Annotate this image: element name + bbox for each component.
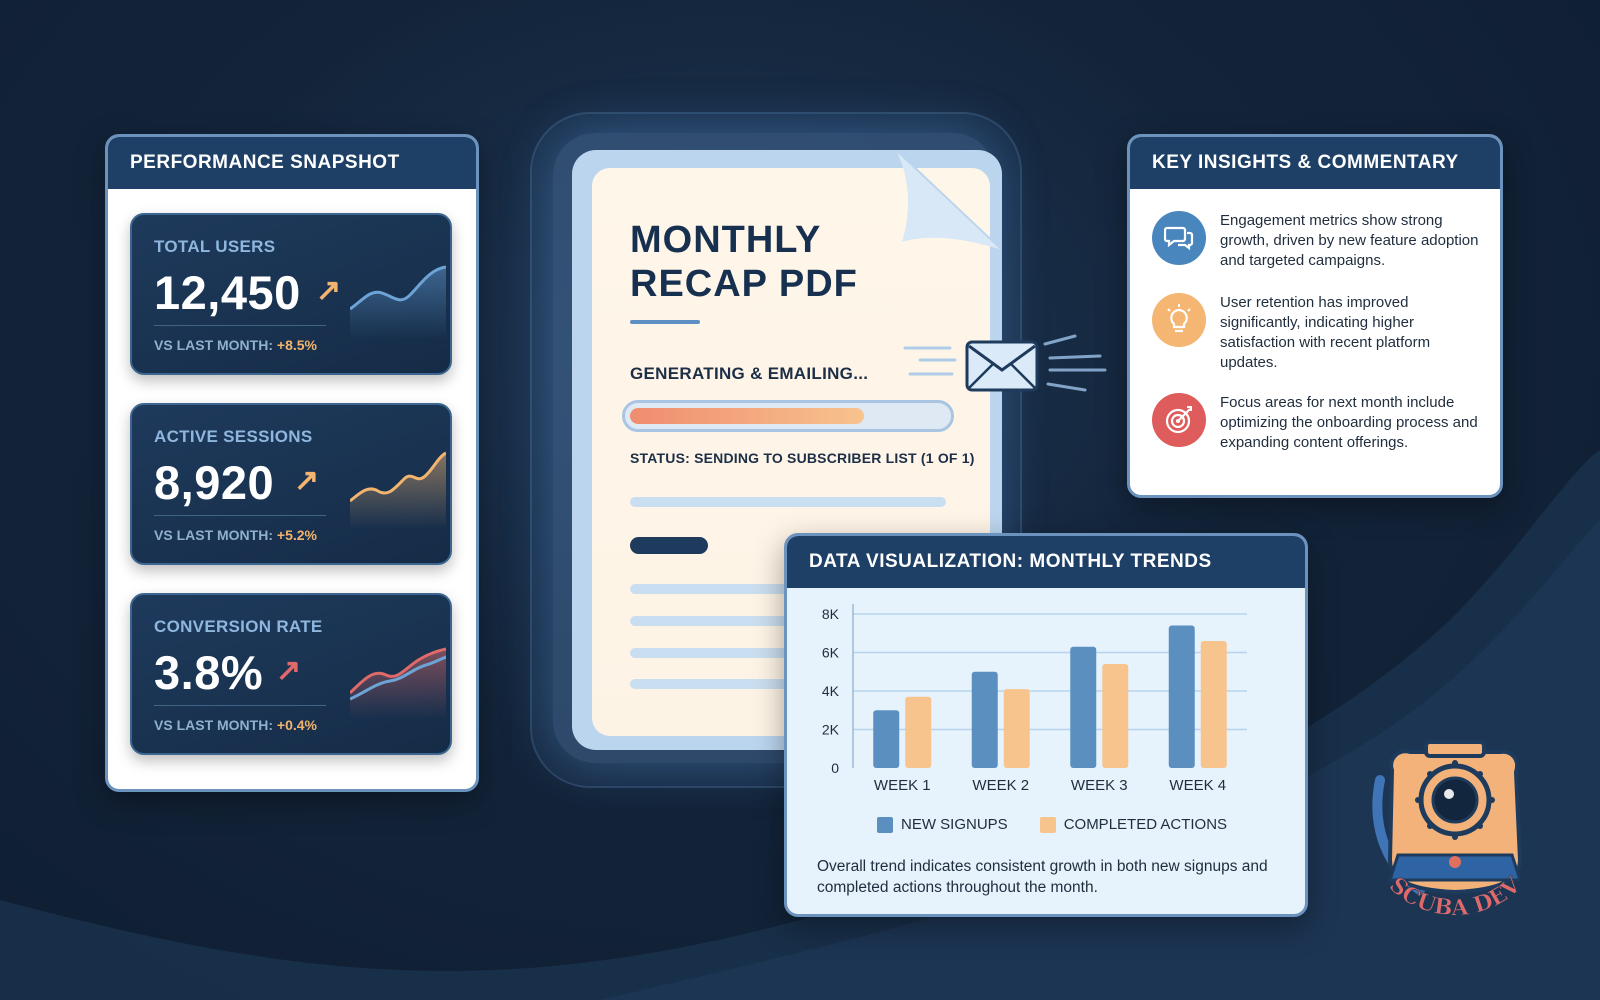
progress-fill bbox=[630, 408, 864, 424]
target-icon bbox=[1152, 393, 1206, 447]
chart-title: DATA VISUALIZATION: MONTHLY TRENDS bbox=[787, 536, 1305, 588]
bar-completed-actions bbox=[1003, 689, 1030, 768]
sparkline-chart bbox=[350, 451, 446, 529]
bar-new-signups bbox=[873, 710, 900, 768]
performance-snapshot-panel: PERFORMANCE SNAPSHOT TOTAL USERS 12,450 … bbox=[105, 134, 479, 792]
bar-new-signups bbox=[1168, 625, 1195, 768]
metric-label: ACTIVE SESSIONS bbox=[154, 427, 313, 446]
y-tick-label: 4K bbox=[822, 683, 840, 699]
sparkline-chart bbox=[350, 647, 446, 719]
x-tick-label: WEEK 2 bbox=[972, 777, 1029, 794]
page-fold-corner bbox=[896, 150, 1002, 251]
metric-value: 12,450 bbox=[154, 266, 301, 319]
trend-up-arrow-icon: ↗ bbox=[276, 654, 302, 687]
chart-legend: NEW SIGNUPS COMPLETED ACTIONS bbox=[877, 816, 1227, 833]
placeholder-heading-line bbox=[630, 537, 708, 554]
metric-value: 8,920 bbox=[154, 456, 275, 509]
bar-new-signups bbox=[1070, 646, 1097, 768]
metric-card-active-sessions[interactable]: ACTIVE SESSIONS 8,920 ↗ VS LAST MONTH: +… bbox=[130, 403, 452, 565]
metric-value: 3.8% bbox=[154, 646, 264, 699]
sparkline-chart bbox=[350, 265, 446, 339]
key-insights-panel: KEY INSIGHTS & COMMENTARY Engagement met… bbox=[1127, 134, 1503, 498]
scuba-dev-logo: SCUBA DEV bbox=[1372, 740, 1527, 922]
placeholder-text-line bbox=[630, 584, 790, 594]
divider bbox=[154, 705, 326, 706]
y-tick-label: 6K bbox=[822, 645, 840, 661]
metric-delta: +8.5% bbox=[276, 337, 317, 353]
envelope-icon bbox=[965, 340, 1039, 392]
bar-completed-actions bbox=[1102, 664, 1129, 768]
metric-label: CONVERSION RATE bbox=[154, 617, 323, 636]
y-tick-label: 0 bbox=[831, 760, 839, 776]
placeholder-text-line bbox=[630, 616, 790, 626]
legend-swatch-completed-actions bbox=[1039, 816, 1056, 833]
chat-bubbles-icon bbox=[1152, 211, 1206, 265]
trend-up-arrow-icon: ↗ bbox=[316, 274, 342, 307]
metric-delta: +5.2% bbox=[276, 527, 317, 543]
bar-chart: 0 2K 4K 6K 8K WEEK 1 WEEK 2 WEEK 3 WEEK 4 bbox=[822, 604, 1247, 794]
performance-snapshot-title: PERFORMANCE SNAPSHOT bbox=[108, 137, 476, 189]
y-tick-label: 8K bbox=[822, 606, 840, 622]
insight-text: Focus areas for next month include optim… bbox=[1220, 394, 1478, 451]
motion-lines bbox=[903, 334, 1107, 392]
monthly-trends-chart-panel: DATA VISUALIZATION: MONTHLY TRENDS 0 2K 4K… bbox=[784, 533, 1308, 917]
x-tick-label: WEEK 3 bbox=[1071, 777, 1128, 794]
placeholder-text-line bbox=[630, 648, 790, 658]
metric-card-total-users[interactable]: TOTAL USERS 12,450 ↗ VS LAST MONTH: +8.5… bbox=[130, 213, 452, 375]
insight-item: Focus areas for next month include optim… bbox=[1152, 393, 1482, 473]
insight-item: User retention has improved significantl… bbox=[1152, 293, 1482, 373]
metric-label: TOTAL USERS bbox=[154, 237, 276, 256]
bar-new-signups bbox=[971, 671, 998, 768]
insight-text: User retention has improved significantl… bbox=[1220, 294, 1431, 371]
placeholder-text-line bbox=[630, 679, 790, 689]
metric-delta: +0.4% bbox=[276, 717, 317, 733]
legend-label: COMPLETED ACTIONS bbox=[1063, 816, 1228, 833]
title-underline bbox=[630, 320, 700, 324]
insight-item: Engagement metrics show strong growth, d… bbox=[1152, 211, 1482, 291]
legend-label: NEW SIGNUPS bbox=[901, 816, 1008, 833]
progress-label: GENERATING & EMAILING... bbox=[630, 364, 869, 383]
bar-completed-actions bbox=[905, 696, 932, 768]
metric-comparison: VS LAST MONTH: +8.5% bbox=[154, 337, 317, 353]
progress-bar bbox=[622, 400, 954, 432]
legend-swatch-new-signups bbox=[877, 816, 893, 833]
bar-completed-actions bbox=[1200, 640, 1227, 768]
divider bbox=[154, 515, 326, 516]
y-tick-label: 2K bbox=[822, 722, 840, 738]
divider bbox=[154, 325, 326, 326]
trend-up-arrow-icon: ↗ bbox=[294, 464, 320, 497]
metric-comparison: VS LAST MONTH: +0.4% bbox=[154, 717, 317, 733]
document-title: MONTHLY RECAP PDF bbox=[630, 219, 858, 305]
placeholder-text-line bbox=[630, 497, 946, 507]
metric-comparison: VS LAST MONTH: +5.2% bbox=[154, 527, 317, 543]
lightbulb-icon bbox=[1152, 293, 1206, 347]
insight-text: Engagement metrics show strong growth, d… bbox=[1220, 212, 1479, 269]
x-tick-label: WEEK 4 bbox=[1169, 777, 1226, 794]
metric-card-conversion-rate[interactable]: CONVERSION RATE 3.8% ↗ VS LAST MONTH: +0… bbox=[130, 593, 452, 755]
chart-caption: Overall trend indicates consistent growt… bbox=[817, 858, 1268, 896]
insights-title: KEY INSIGHTS & COMMENTARY bbox=[1130, 137, 1500, 189]
x-tick-label: WEEK 1 bbox=[874, 777, 931, 794]
send-status: STATUS: SENDING TO SUBSCRIBER LIST (1 OF… bbox=[630, 450, 975, 466]
